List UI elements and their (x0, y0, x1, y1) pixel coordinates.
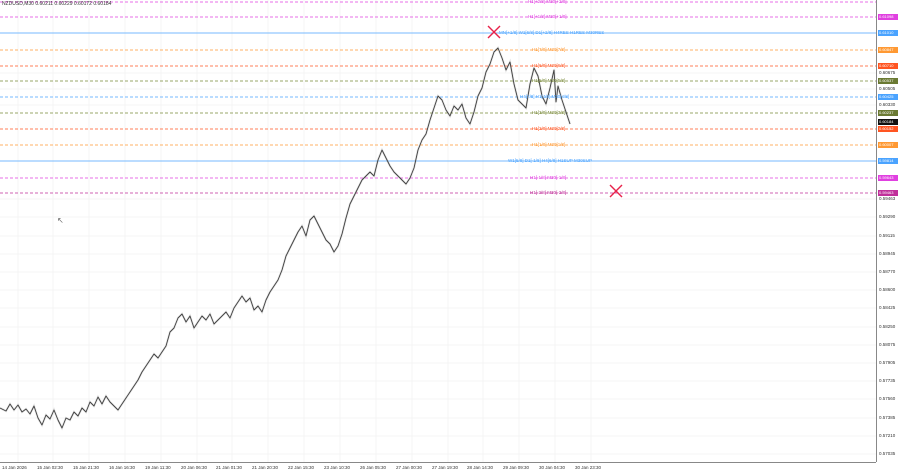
price-tick-label: 0.58425 (879, 305, 896, 310)
murrey-level-label: H1[-2/8] M30[-2/8] (530, 190, 567, 195)
price-tick-label: 0.59290 (879, 214, 896, 219)
time-tick-label: 15 Jan 21:30 (73, 465, 100, 470)
time-tick-label: 16 Jan 16:30 (109, 465, 136, 470)
time-tick-label: 14 Jan 2026 (2, 465, 27, 470)
price-level-tag: 0.61098 (878, 14, 898, 20)
time-tick-label: 27 Jan 19:30 (432, 465, 459, 470)
price-level-tag: 0.60425 (878, 94, 898, 100)
murrey-level-label: H1[-1/8] M30[-1/8] (530, 175, 567, 180)
time-tick-label: 21 Jan 20:30 (252, 465, 279, 470)
murrey-level-label: H1[+1/8] M30[+1/8] (528, 14, 567, 19)
murrey-level-label: H1[6/8] M30[6/8] (532, 63, 566, 68)
price-level-tag: 0.60184 (878, 119, 898, 125)
murrey-level-label: H1[7/8] M30[7/8] (532, 47, 566, 52)
price-level-tag: 0.59814 (878, 158, 898, 164)
price-level-tag: 0.60007 (878, 142, 898, 148)
red-x-marker-top (487, 25, 501, 39)
time-tick-label: 30 Jan 04:30 (539, 465, 566, 470)
price-tick-label: 0.60505 (879, 86, 896, 91)
price-tick-label: 0.58945 (879, 251, 896, 256)
price-tick-label: 0.57735 (879, 378, 896, 383)
murrey-level-label: H1[3/8] M30[3/8] (532, 110, 566, 115)
murrey-level-label: H1[+2/8] M30[+2/8] (528, 0, 567, 4)
price-tick-label: 0.57035 (879, 451, 896, 456)
time-tick-label: 28 Jan 14:30 (467, 465, 494, 470)
time-tick-label: 19 Jan 11:30 (145, 465, 171, 470)
time-axis[interactable] (0, 462, 876, 475)
price-level-tag: 0.59643 (878, 175, 898, 181)
time-tick-label: 29 Jan 09:30 (503, 465, 530, 470)
time-tick-label: 27 Jan 00:30 (396, 465, 423, 470)
price-level-tag: 0.60152 (878, 126, 898, 132)
price-axis[interactable] (876, 0, 900, 462)
murrey-level-label: H1[1/8] M30[1/8] (532, 142, 566, 147)
murrey-level-label: H4[7/8] H1[4/8] M30[4/8] (520, 94, 570, 99)
price-level-tag: 0.60710 (878, 63, 898, 69)
time-tick-label: 15 Jan 02:30 (37, 465, 64, 470)
price-series-line (0, 47, 571, 429)
time-tick-label: 30 Jan 23:30 (575, 465, 602, 470)
price-tick-label: 0.59115 (879, 233, 895, 238)
price-level-tag: 0.60537 (878, 78, 898, 84)
price-tick-label: 0.57210 (879, 433, 896, 438)
time-tick-label: 21 Jan 01:30 (216, 465, 243, 470)
price-tick-label: 0.60330 (879, 102, 896, 107)
price-level-tag: 0.60237 (878, 110, 898, 116)
price-tick-label: 0.58075 (879, 342, 896, 347)
price-tick-label: 0.59463 (879, 196, 896, 201)
price-tick-label: 0.57560 (879, 396, 896, 401)
price-tick-label: 0.57385 (879, 415, 896, 420)
price-level-tag: 0.61010 (878, 30, 898, 36)
price-tick-label: 0.60675 (879, 70, 896, 75)
price-level-tag: 0.60847 (878, 47, 898, 53)
price-tick-label: 0.58770 (879, 269, 896, 274)
time-tick-label: 20 Jan 06:30 (181, 465, 208, 470)
murrey-level-label: MN[+1/8] W1[6/8] D1[+2/8] H4RES H1RES M3… (499, 30, 605, 35)
time-tick-label: 26 Jan 05:30 (360, 465, 387, 470)
red-x-marker-bottom (609, 184, 623, 198)
time-tick-label: 22 Jan 15:30 (288, 465, 315, 470)
price-tick-label: 0.58250 (879, 324, 896, 329)
price-series-wicks (0, 46, 572, 431)
murrey-level-label: H1[2/8] M30[2/8] (532, 126, 566, 131)
chart-title: NZDUSD,M30 0.60211 0.60229 0.60172 0.601… (2, 1, 112, 7)
price-tick-label: 0.58600 (879, 287, 896, 292)
price-tick-label: 0.57905 (879, 360, 896, 365)
murrey-level-label: H1[5/8] M30[5/8] (532, 78, 566, 83)
time-tick-label: 23 Jan 10:30 (324, 465, 351, 470)
price-level-tag: 0.59463 (878, 190, 898, 196)
murrey-level-label: W1[5/8] D1[-1/8] H4[6/8] H1SUP M30SUP (508, 158, 592, 163)
mouse-cursor-icon: ↖ (57, 216, 64, 225)
